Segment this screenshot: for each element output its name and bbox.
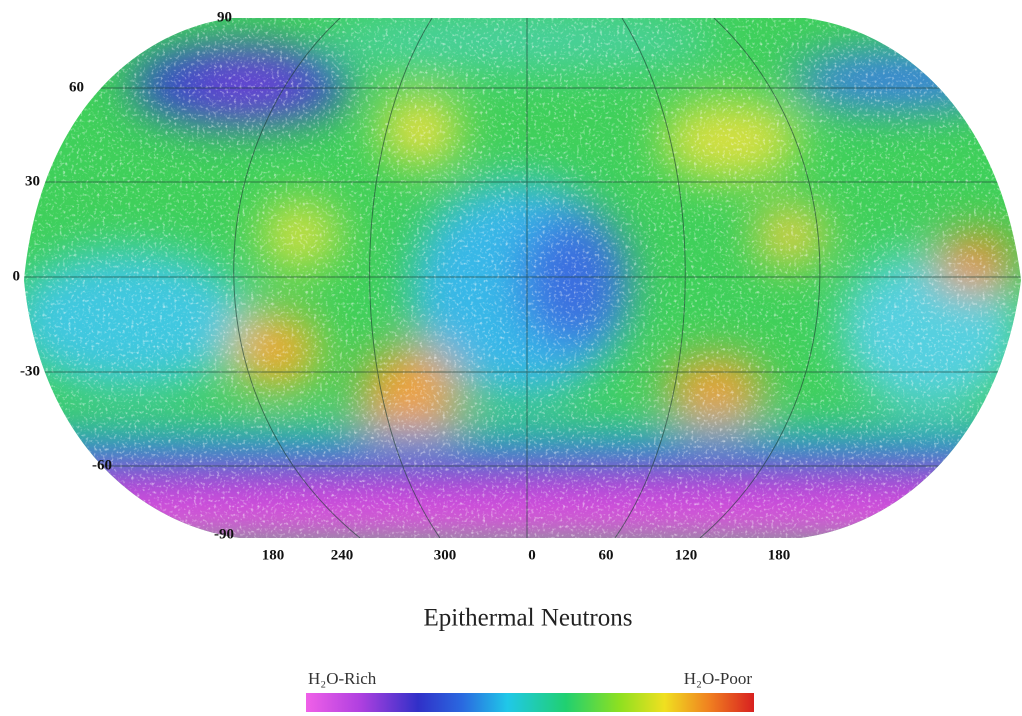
legend-low-label: H₂O-Rich — [308, 669, 377, 688]
latitude-label: 60 — [69, 79, 84, 95]
longitude-label: 180 — [262, 547, 285, 563]
latitude-label: 90 — [217, 9, 232, 25]
longitude-label: 300 — [434, 547, 457, 563]
longitude-label: 240 — [331, 547, 354, 563]
longitude-label: 180 — [768, 547, 791, 563]
map-surface — [0, 0, 1022, 545]
color-scale — [306, 693, 754, 712]
longitude-label: 60 — [599, 547, 614, 563]
latitude-label: -90 — [214, 526, 234, 542]
map-title: Epithermal Neutrons — [424, 605, 633, 632]
longitude-label: 120 — [675, 547, 698, 563]
longitude-labels: 180 240 300 0 60 120 180 — [262, 547, 791, 563]
latitude-label: -60 — [92, 457, 112, 473]
latitude-label: -30 — [20, 363, 40, 379]
figure: 9060300-30-60-90 180240300060120180 Epit… — [0, 0, 1022, 716]
latitude-label: 30 — [25, 173, 40, 189]
page: 9060300-30-60-90 180240300060120180 Epit… — [0, 0, 1022, 716]
latitude-label: 0 — [13, 268, 21, 284]
longitude-label: 0 — [528, 547, 536, 563]
legend-high-label: H₂O-Poor — [684, 669, 753, 688]
